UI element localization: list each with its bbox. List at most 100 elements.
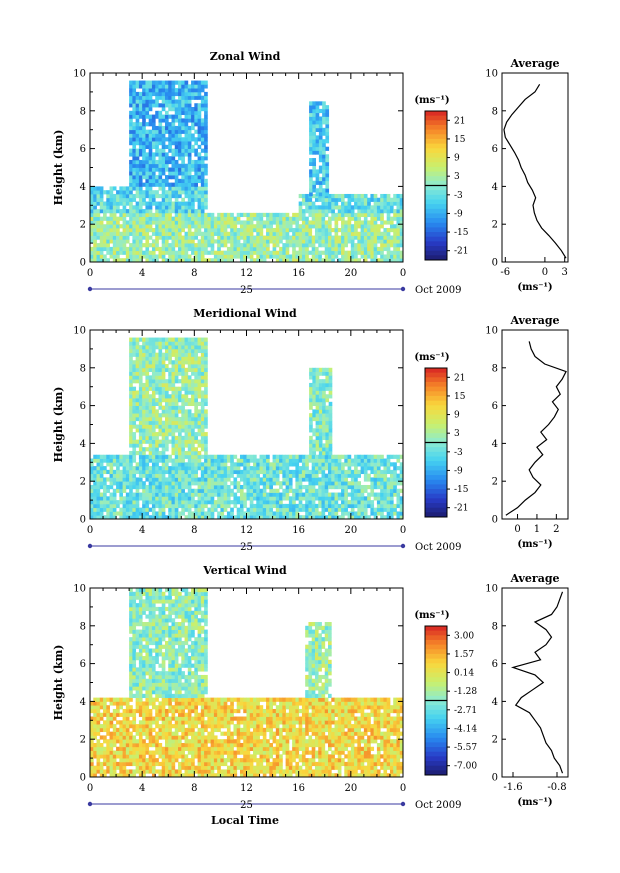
heatmap-cell [155, 496, 159, 501]
heatmap-cell [171, 367, 176, 372]
heatmap-cell [298, 250, 303, 255]
heatmap-cell [337, 477, 342, 482]
heatmap-cell [200, 129, 205, 134]
heatmap-cell [259, 239, 264, 244]
heatmap-cell [164, 125, 169, 131]
heatmap-cell [272, 481, 277, 486]
heatmap-cell [399, 201, 404, 206]
heatmap-cell [396, 220, 401, 225]
heatmap-cell [399, 469, 404, 475]
heatmap-cell [331, 246, 335, 252]
heatmap-cell [288, 503, 293, 509]
heatmap-cell [135, 469, 140, 475]
heatmap-cell [269, 212, 273, 218]
heatmap-cell [321, 250, 326, 255]
heatmap-cell [354, 469, 358, 475]
heatmap-cell [249, 220, 254, 225]
heatmap-cell [325, 184, 330, 189]
heatmap-cell [142, 428, 146, 433]
heatmap-cell [253, 227, 257, 233]
heatmap-cell [376, 466, 381, 471]
heatmap-cell [171, 227, 176, 233]
heatmap-cell [321, 216, 326, 221]
heatmap-cell [322, 150, 326, 155]
heatmap-cell [282, 246, 287, 252]
heatmap-cell [158, 141, 163, 146]
heatmap-cell [295, 239, 300, 244]
heatmap-cell [148, 428, 153, 433]
heatmap-cell [197, 345, 202, 350]
heatmap-cell [187, 435, 192, 441]
heatmap-cell [187, 110, 192, 115]
heatmap-cell [399, 197, 404, 202]
heatmap-cell [138, 209, 143, 214]
colorbar-swatch [425, 246, 447, 252]
heatmap-cell [161, 209, 166, 214]
heatmap-cell [197, 171, 202, 176]
heatmap-cell [370, 462, 375, 467]
heatmap-cell [125, 454, 130, 459]
heatmap-cell [145, 235, 150, 240]
heatmap-cell [292, 500, 296, 505]
heatmap-cell [164, 394, 169, 399]
heatmap-cell [325, 192, 330, 197]
heatmap-cell [217, 469, 221, 475]
heatmap-cell [151, 386, 156, 391]
heatmap-cell [279, 239, 283, 244]
heatmap-cell [138, 144, 143, 149]
heatmap-cell [155, 447, 159, 452]
heatmap-cell [129, 515, 133, 520]
heatmap-cell [246, 496, 251, 501]
heatmap-cell [262, 235, 267, 240]
y-tick-label: 2 [80, 220, 86, 231]
heatmap-cell [171, 129, 176, 134]
heatmap-cell [135, 99, 140, 104]
heatmap-cell [135, 133, 140, 138]
heatmap-cell [178, 186, 182, 191]
heatmap-cell [315, 401, 320, 406]
heatmap-cell [90, 515, 94, 520]
heatmap-cell [295, 235, 300, 240]
heatmap-cell [376, 216, 381, 221]
heatmap-cell [197, 231, 202, 236]
heatmap-cell [204, 220, 208, 225]
heatmap-cell [204, 503, 208, 509]
heatmap-cell [301, 484, 306, 490]
heatmap-cell [311, 496, 316, 501]
heatmap-cell [119, 239, 123, 244]
heatmap-cell [181, 469, 185, 475]
heatmap-cell [168, 500, 172, 505]
heatmap-cell [243, 469, 247, 475]
heatmap-cell [132, 88, 137, 93]
heatmap-cell [184, 235, 189, 240]
heatmap-cell [187, 348, 192, 354]
heatmap-cell [142, 220, 146, 225]
heatmap-cell [90, 488, 94, 493]
heatmap-cell [360, 193, 365, 199]
heatmap-cell [187, 190, 192, 195]
heatmap-cell [341, 515, 345, 520]
heatmap-cell [230, 243, 234, 248]
heatmap-cell [325, 439, 330, 444]
heatmap-cell [142, 250, 146, 255]
heatmap-cell [138, 424, 143, 429]
heatmap-cell [311, 469, 316, 475]
heatmap-cell [158, 473, 163, 478]
heatmap-cell [341, 466, 345, 471]
heatmap-cell [243, 492, 247, 497]
heatmap-cell [399, 454, 404, 459]
heatmap-cell [370, 492, 375, 497]
heatmap-cell [96, 481, 101, 486]
heatmap-cell [301, 258, 306, 263]
heatmap-cell [272, 239, 277, 244]
heatmap-cell [380, 462, 384, 467]
heatmap-cell [151, 175, 156, 180]
heatmap-cell [138, 239, 143, 244]
heatmap-cell [184, 398, 189, 403]
heatmap-cell [138, 447, 143, 452]
heatmap-cell [295, 496, 300, 501]
heatmap-cell [318, 511, 322, 516]
heatmap-cell [161, 254, 166, 259]
heatmap-cell [119, 246, 123, 252]
heatmap-cell [125, 209, 130, 214]
